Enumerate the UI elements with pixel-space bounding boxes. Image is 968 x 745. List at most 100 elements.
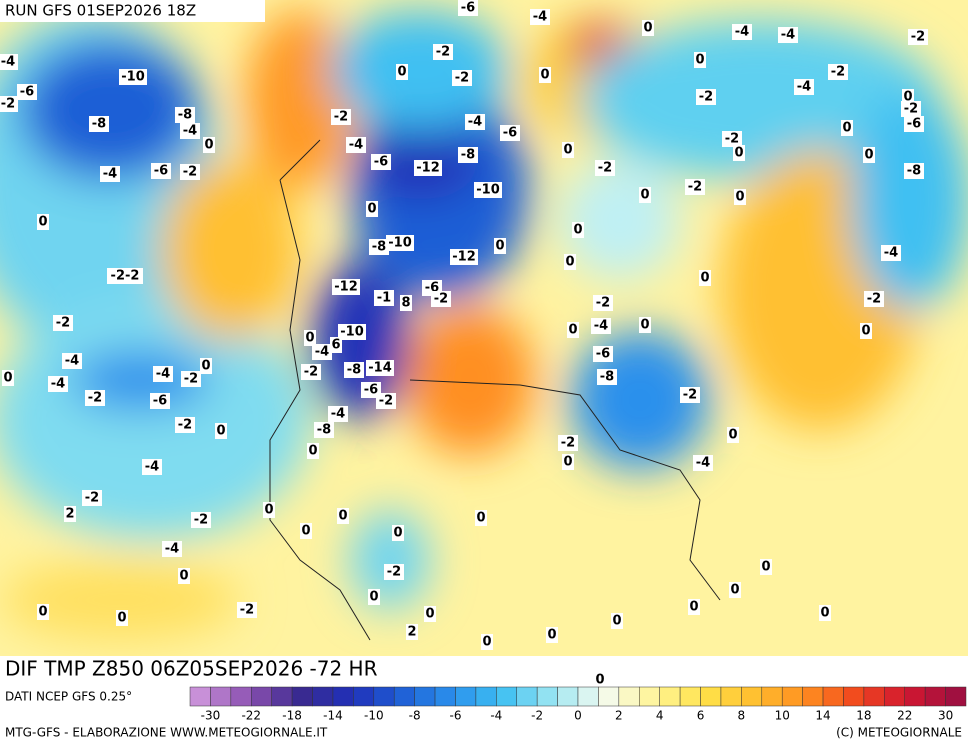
header-box [0, 0, 265, 22]
contour-label: -2 [387, 565, 401, 580]
contour-label-bg [693, 455, 713, 471]
contour-label-bg [89, 116, 109, 132]
colorbar-tick-label: -8 [409, 709, 421, 723]
colorbar-tick-label: 2 [615, 709, 623, 723]
contour-label-bg [82, 490, 102, 506]
colorbar-swatch [945, 686, 967, 707]
contour-label-bg [366, 360, 394, 376]
contour-label: 0 [369, 590, 378, 605]
contour-label-bg [307, 443, 319, 459]
contour-label: 0 [735, 190, 744, 205]
contour-label-bg [819, 605, 831, 621]
contour-label: -2 [598, 161, 612, 176]
contour-label: -6 [154, 164, 168, 179]
contour-label-bg [694, 52, 706, 68]
contour-label-bg [406, 624, 418, 640]
contour-label: -2 [725, 132, 739, 147]
contour-label-bg [904, 116, 924, 132]
contour-label: 0 [695, 53, 704, 68]
contour-label-bg [0, 96, 18, 112]
contour-label-bg [180, 123, 200, 139]
contour-label: 0 [38, 215, 47, 230]
contour-label: 0 [568, 323, 577, 338]
colorbar-swatch [679, 686, 701, 707]
contour-label: 0 [861, 324, 870, 339]
colorbar-tick-label: 30 [938, 709, 953, 723]
contour-label-bg [2, 370, 14, 386]
contour-label-bg [760, 559, 772, 575]
colorbar-swatch [393, 686, 415, 707]
contour-label-bg [901, 101, 921, 117]
colorbar-swatch [251, 686, 272, 707]
contour-label-bg [64, 506, 76, 522]
contour-label-bg [396, 64, 408, 80]
colorbar-tick-label: -18 [282, 709, 302, 723]
contour-label-bg [494, 238, 506, 254]
contour-label: 0 [595, 673, 604, 688]
contour-label: -2 [699, 90, 713, 105]
contour-label-bg [864, 291, 884, 307]
contour-label: -4 [884, 246, 898, 261]
contour-label-bg [175, 107, 195, 123]
contour-label-bg [371, 154, 391, 170]
contour-label: -2 [178, 418, 192, 433]
colorbar-swatch [577, 686, 599, 707]
colorbar-swatch [598, 686, 620, 707]
contour-label-bg [369, 239, 389, 255]
contour-label-bg [794, 79, 814, 95]
contour-label-bg [386, 235, 414, 251]
contour-label-bg [727, 427, 739, 443]
contour-label: 0 [689, 600, 698, 615]
contour-label-bg [346, 137, 366, 153]
contour-label: -2 [183, 165, 197, 180]
contour-label-bg [642, 20, 654, 36]
contour-label: 0 [643, 21, 652, 36]
colorbar-swatch [700, 686, 722, 707]
contour-label-bg [48, 376, 68, 392]
contour-label: 0 [393, 526, 402, 541]
contour-label-bg [481, 634, 493, 650]
contour-label: 0 [640, 188, 649, 203]
contour-label: -2 [455, 71, 469, 86]
contour-label-bg [594, 672, 606, 688]
colorbar-swatch [373, 686, 395, 707]
contour-label-bg [572, 222, 584, 238]
contour-label-bg [733, 145, 745, 161]
contour-label: -2 [867, 292, 881, 307]
contour-label: -4 [51, 377, 65, 392]
colorbar-swatch [230, 686, 252, 707]
contour-label: 0 [730, 583, 739, 598]
colorbar-tick-label: 8 [738, 709, 746, 723]
colorbar-tick-label: -22 [241, 709, 261, 723]
contour-label-bg [639, 317, 651, 333]
contour-label: -2 [688, 180, 702, 195]
colorbar-tick-label: -10 [364, 709, 384, 723]
contour-label: -8 [907, 164, 921, 179]
colorbar-tick-label: 18 [856, 709, 871, 723]
colorbar-swatch [843, 686, 865, 707]
map-title: DIF TMP Z850 06Z05SEP2026 -72 HR [5, 657, 378, 681]
contour-label-bg [162, 541, 182, 557]
contour-label-bg [732, 24, 752, 40]
contour-label-bg [300, 523, 312, 539]
contour-label: -4 [331, 407, 345, 422]
colorbar-swatch [557, 686, 579, 707]
contour-label: 0 [338, 509, 347, 524]
contour-label-bg [595, 160, 615, 176]
contour-label: 0 [842, 121, 851, 136]
colorbar-tick-label: 6 [697, 709, 705, 723]
contour-label-bg [696, 89, 716, 105]
contour-label: 0 [640, 318, 649, 333]
contour-label-bg [500, 125, 520, 141]
contour-label: -2 [240, 603, 254, 618]
contour-label-bg [237, 602, 257, 618]
contour-label-bg [591, 318, 611, 334]
contour-label: 0 [761, 560, 770, 575]
contour-label: 0 [38, 605, 47, 620]
contour-label-bg [374, 290, 394, 306]
contour-label-bg [314, 422, 334, 438]
contour-label-bg [301, 364, 321, 380]
contour-label: -4 [1, 55, 15, 70]
contour-label-bg [567, 322, 579, 338]
contour-label: 0 [482, 635, 491, 650]
